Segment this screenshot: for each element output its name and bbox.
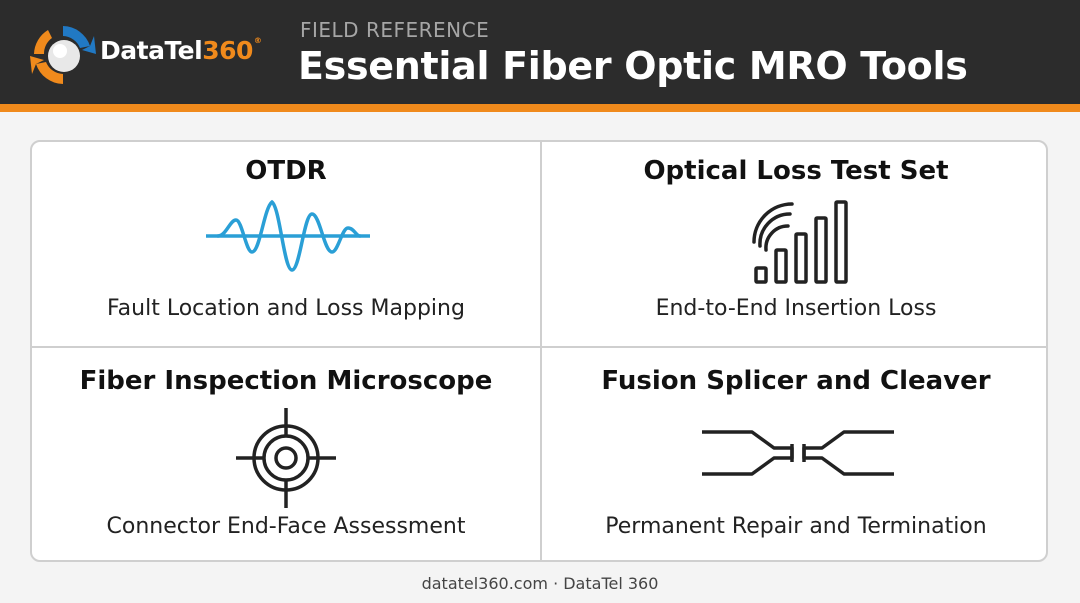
tool-subtitle: End-to-End Insertion Loss (655, 296, 937, 321)
tool-card-optical-loss-test-set: Optical Loss Test Set End-to-End Inserti… (542, 142, 1046, 346)
tool-subtitle: Fault Location and Loss Mapping (107, 296, 465, 321)
tool-title: Fusion Splicer and Cleaver (601, 366, 991, 396)
grid-divider-horizontal (32, 346, 1046, 348)
tool-card-fiber-inspection-microscope: Fiber Inspection Microscope Connector En… (32, 348, 540, 560)
header-accent-stripe (0, 104, 1080, 112)
eyebrow-label: FIELD REFERENCE (300, 18, 490, 42)
tools-grid: OTDR Fault Location and Loss Mapping Opt… (30, 140, 1048, 562)
tool-subtitle: Connector End-Face Assessment (106, 514, 466, 539)
waveform-icon (206, 199, 370, 272)
brand-name: DataTel360® (100, 36, 262, 65)
footer-credit: datatel360.com · DataTel 360 (421, 574, 659, 593)
fiber-splice-icon (702, 430, 894, 476)
tool-card-otdr: OTDR Fault Location and Loss Mapping (32, 142, 540, 346)
tool-title: OTDR (245, 156, 327, 186)
datatel-logo-icon (30, 26, 96, 84)
header-bar: DataTel360® FIELD REFERENCE Essential Fi… (0, 0, 1080, 104)
tool-title: Optical Loss Test Set (643, 156, 949, 186)
tool-title: Fiber Inspection Microscope (79, 366, 493, 396)
tool-subtitle: Permanent Repair and Termination (605, 514, 987, 539)
page-title: Essential Fiber Optic MRO Tools (298, 44, 968, 88)
crosshair-icon (236, 408, 336, 508)
signal-bars-icon (752, 200, 848, 284)
grid-divider-vertical (540, 142, 542, 560)
tool-card-fusion-splicer: Fusion Splicer and Cleaver Permanent Rep… (542, 348, 1046, 560)
